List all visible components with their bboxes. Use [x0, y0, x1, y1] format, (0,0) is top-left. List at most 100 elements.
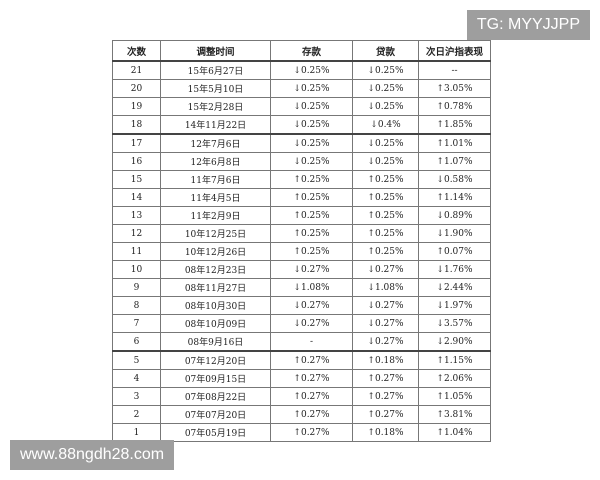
watermark: TG: MYYJJPP: [466, 10, 590, 40]
table-cell: 13: [112, 206, 161, 225]
table-cell: ↑0.18%: [352, 350, 419, 370]
table-cell: 07年12月20日: [160, 350, 271, 370]
table-cell: 08年11月27日: [160, 278, 271, 297]
table-cell: ↑0.78%: [418, 97, 491, 116]
table-cell: ↑0.27%: [352, 387, 419, 406]
table-cell: 9: [112, 278, 161, 297]
table-cell: ↑0.25%: [270, 242, 353, 261]
table-cell: 21: [112, 60, 161, 80]
table-cell: -: [270, 332, 353, 352]
table-row: 13 11年2月9日 ↑0.25% ↑0.25% ↓0.89%: [112, 206, 491, 225]
table-cell: ↓0.27%: [270, 296, 353, 315]
table-cell: ↓0.27%: [270, 314, 353, 333]
header-cell: 次日沪指表现: [418, 40, 491, 62]
table-cell: 4: [112, 369, 161, 388]
table-cell: ↓1.97%: [418, 296, 491, 315]
table-cell: 6: [112, 332, 161, 352]
table-cell: ↑2.06%: [418, 369, 491, 388]
table-cell: ↑1.01%: [418, 133, 491, 153]
table-cell: 14年11月22日: [160, 115, 271, 135]
table-row: 6 08年9月16日 - ↓0.27% ↓2.90%: [112, 332, 491, 352]
table-cell: ↓0.25%: [352, 60, 419, 80]
table-row: 16 12年6月8日 ↓0.25% ↓0.25% ↑1.07%: [112, 152, 491, 171]
table-cell: ↓0.25%: [270, 97, 353, 116]
table-cell: ↑0.25%: [352, 206, 419, 225]
table-row: 15 11年7月6日 ↑0.25% ↑0.25% ↓0.58%: [112, 170, 491, 189]
table-row: 8 08年10月30日 ↓0.27% ↓0.27% ↓1.97%: [112, 296, 491, 315]
table-cell: ↓0.27%: [352, 314, 419, 333]
table-cell: 12年7月6日: [160, 133, 271, 153]
table-cell: ↑1.14%: [418, 188, 491, 207]
table-cell: 19: [112, 97, 161, 116]
table-cell: ↑0.25%: [352, 224, 419, 243]
table-cell: 15: [112, 170, 161, 189]
rate-table: 次数 调整时间 存款 贷款 次日沪指表现 21 15年6月27日 ↓0.25% ↓0.25% -…: [112, 40, 491, 442]
table-cell: 07年07月20日: [160, 405, 271, 424]
table-cell: 14: [112, 188, 161, 207]
table-cell: 7: [112, 314, 161, 333]
table-cell: ↓0.25%: [270, 152, 353, 171]
header-cell: 贷款: [352, 40, 419, 62]
table-cell: 1: [112, 423, 161, 442]
table-cell: ↓1.08%: [352, 278, 419, 297]
table-cell: ↑3.81%: [418, 405, 491, 424]
table-cell: 10年12月25日: [160, 224, 271, 243]
table-row: 14 11年4月5日 ↑0.25% ↑0.25% ↑1.14%: [112, 188, 491, 207]
table-row: 21 15年6月27日 ↓0.25% ↓0.25% --: [112, 60, 491, 80]
table-cell: 08年12月23日: [160, 260, 271, 279]
watermark: www.88ngdh28.com: [10, 440, 175, 470]
table-cell: 11: [112, 242, 161, 261]
table-cell: ↓0.58%: [418, 170, 491, 189]
table-cell: ↑0.27%: [270, 423, 353, 442]
table-row: 2 07年07月20日 ↑0.27% ↑0.27% ↑3.81%: [112, 405, 491, 424]
table-cell: 07年05月19日: [160, 423, 271, 442]
table-cell: ↑1.07%: [418, 152, 491, 171]
table-cell: 08年10月30日: [160, 296, 271, 315]
table-cell: ↑1.85%: [418, 115, 491, 135]
table-cell: ↑0.25%: [352, 188, 419, 207]
header-cell: 次数: [112, 40, 161, 62]
table-row: 18 14年11月22日 ↓0.25% ↓0.4% ↑1.85%: [112, 115, 491, 135]
table-cell: ↓2.90%: [418, 332, 491, 352]
table-row: 12 10年12月25日 ↑0.25% ↑0.25% ↓1.90%: [112, 224, 491, 243]
table-cell: ↓1.90%: [418, 224, 491, 243]
table-cell: ↓1.08%: [270, 278, 353, 297]
table-cell: 11年4月5日: [160, 188, 271, 207]
table-row: 4 07年09月15日 ↑0.27% ↑0.27% ↑2.06%: [112, 369, 491, 388]
table-cell: 11年2月9日: [160, 206, 271, 225]
table-cell: ↓0.27%: [352, 260, 419, 279]
table-cell: ↓0.27%: [352, 332, 419, 352]
table-cell: ↓0.27%: [270, 260, 353, 279]
table-cell: ↓0.25%: [352, 133, 419, 153]
table-row: 10 08年12月23日 ↓0.27% ↓0.27% ↓1.76%: [112, 260, 491, 279]
table-row: 11 10年12月26日 ↑0.25% ↑0.25% ↑0.07%: [112, 242, 491, 261]
table-cell: 18: [112, 115, 161, 135]
table-cell: 08年9月16日: [160, 332, 271, 352]
table-cell: ↑0.25%: [270, 224, 353, 243]
table-body: 21 15年6月27日 ↓0.25% ↓0.25% -- 20 15年5月10日 ↓0.25%…: [112, 60, 491, 442]
table-cell: 8: [112, 296, 161, 315]
table-cell: 2: [112, 405, 161, 424]
table-cell: 5: [112, 350, 161, 370]
table-row: 7 08年10月09日 ↓0.27% ↓0.27% ↓3.57%: [112, 314, 491, 333]
table-cell: ↓0.27%: [352, 296, 419, 315]
table-cell: ↑0.25%: [352, 170, 419, 189]
table-cell: 15年2月28日: [160, 97, 271, 116]
table-cell: ↓0.25%: [352, 152, 419, 171]
table-cell: ↓0.25%: [270, 133, 353, 153]
table-row: 1 07年05月19日 ↑0.27% ↑0.18% ↑1.04%: [112, 423, 491, 442]
header-cell: 存款: [270, 40, 353, 62]
table-cell: ↓1.76%: [418, 260, 491, 279]
table-cell: ↑0.25%: [270, 188, 353, 207]
table-row: 9 08年11月27日 ↓1.08% ↓1.08% ↓2.44%: [112, 278, 491, 297]
table-cell: ↑0.25%: [352, 242, 419, 261]
table-row: 20 15年5月10日 ↓0.25% ↓0.25% ↑3.05%: [112, 79, 491, 98]
table-cell: 10年12月26日: [160, 242, 271, 261]
table-row: 5 07年12月20日 ↑0.27% ↑0.18% ↑1.15%: [112, 350, 491, 370]
table-cell: 10: [112, 260, 161, 279]
table-cell: ↑0.27%: [352, 369, 419, 388]
table-cell: ↑0.07%: [418, 242, 491, 261]
table-row: 3 07年08月22日 ↑0.27% ↑0.27% ↑1.05%: [112, 387, 491, 406]
table-row: 17 12年7月6日 ↓0.25% ↓0.25% ↑1.01%: [112, 133, 491, 153]
